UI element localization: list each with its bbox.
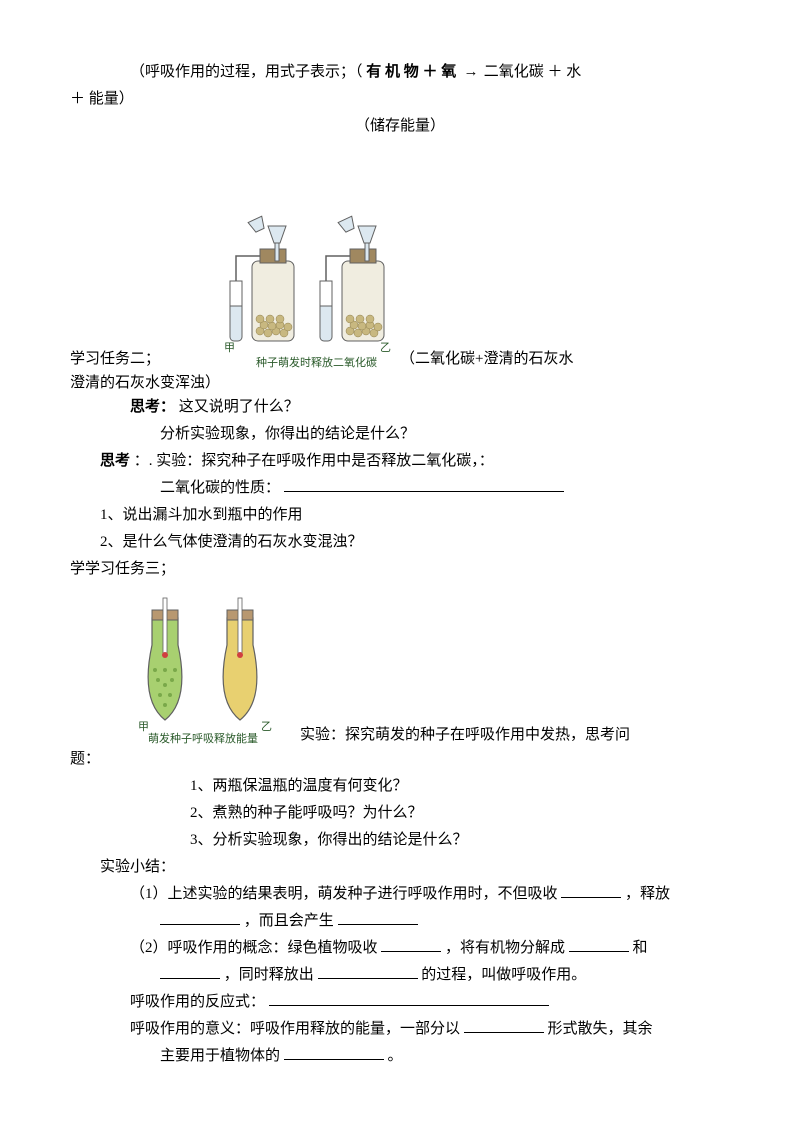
blank-field[interactable]	[284, 1045, 384, 1060]
diagram-caption: 种子萌发时释放二氧化碳	[256, 355, 377, 369]
arrow-icon: →	[460, 64, 480, 80]
blank-field[interactable]	[318, 964, 418, 979]
diagram-caption-3: 萌发种子呼吸释放能量	[148, 731, 258, 745]
blank-field[interactable]	[269, 991, 549, 1006]
summary-2: （2）呼吸作用的概念：绿色植物吸收 ，将有机物分解成 和	[70, 936, 730, 960]
task3-q2: 2、煮熟的种子能呼吸吗？为什么？	[70, 801, 730, 825]
task2-row: 学习任务二； 甲	[70, 211, 730, 395]
summary-1b: ，而且会产生	[70, 909, 730, 933]
think2-label: 思考	[100, 453, 130, 469]
formula-reactants: 有 机 物 ＋ 氧	[366, 64, 456, 80]
task2-title: 学习任务二；	[70, 347, 160, 371]
analyze-line: 分析实验现象，你得出的结论是什么？	[70, 422, 730, 446]
summary-4: 呼吸作用的意义：呼吸作用释放的能量，一部分以 形式散失，其余	[70, 1017, 730, 1041]
formula-line-2: ＋ 能量）	[70, 87, 730, 111]
seed-heat-diagram: 甲 乙 萌发种子呼吸释放能量	[130, 592, 300, 747]
task2-item2: 2、是什么气体使澄清的石灰水变混浊？	[70, 530, 730, 554]
task3-q3: 3、分析实验现象，你得出的结论是什么？	[70, 828, 730, 852]
blank-field[interactable]	[569, 937, 629, 952]
think1-line: 思考： 这又说明了什么？	[70, 395, 730, 419]
formula-prefix: （呼吸作用的过程，用式子表示；（	[130, 64, 363, 80]
think2-text: ：. 实验：探究种子在呼吸作用中是否释放二氧化碳，：	[134, 453, 494, 469]
summary-2b: ，同时释放出 的过程，叫做呼吸作用。	[70, 963, 730, 987]
task3-intro2: 题：	[70, 747, 730, 771]
think2-line: 思考 ：. 实验：探究种子在呼吸作用中是否释放二氧化碳，：	[70, 449, 730, 473]
summary-1: （1）上述实验的结果表明，萌发种子进行呼吸作用时，不但吸收 ，释放	[70, 882, 730, 906]
task2-suffix: （二氧化碳+澄清的石灰水	[400, 347, 573, 371]
label-b: 乙	[380, 341, 391, 354]
label-b3: 乙	[261, 720, 272, 733]
label-a: 甲	[224, 342, 235, 354]
summary-4b: 主要用于植物体的 。	[70, 1044, 730, 1068]
blank-field[interactable]	[464, 1018, 544, 1033]
think1-text: 这又说明了什么？	[179, 399, 299, 415]
summary-3: 呼吸作用的反应式：	[70, 990, 730, 1014]
blank-field[interactable]	[284, 477, 564, 492]
seed-co2-diagram: 甲 乙 种子萌发时释放二氧化碳	[220, 211, 400, 371]
task3-q1: 1、两瓶保温瓶的温度有何变化？	[70, 774, 730, 798]
blank-field[interactable]	[561, 883, 621, 898]
blank-field[interactable]	[338, 910, 418, 925]
task2-item1: 1、说出漏斗加水到瓶中的作用	[70, 503, 730, 527]
label-a3: 甲	[138, 721, 149, 733]
co2-property: 二氧化碳的性质：	[70, 476, 730, 500]
formula-line-1: （呼吸作用的过程，用式子表示；（ 有 机 物 ＋ 氧 → 二氧化碳 ＋ 水	[70, 60, 730, 84]
task3-row: 甲 乙 萌发种子呼吸释放能量 实验：探究萌发的种子在呼吸作用中发热，思考问	[70, 592, 730, 747]
blank-field[interactable]	[160, 964, 220, 979]
task3-title: 学学习任务三；	[70, 557, 730, 581]
blank-field[interactable]	[160, 910, 240, 925]
task3-intro: 实验：探究萌发的种子在呼吸作用中发热，思考问	[300, 723, 630, 747]
blank-field[interactable]	[381, 937, 441, 952]
think1-label: 思考：	[130, 399, 175, 415]
formula-products: 二氧化碳 ＋ 水	[484, 64, 582, 80]
task2-suffix2: 澄清的石灰水变浑浊）	[70, 371, 220, 395]
formula-note: （储存能量）	[70, 114, 730, 138]
summary-title: 实验小结：	[70, 855, 730, 879]
